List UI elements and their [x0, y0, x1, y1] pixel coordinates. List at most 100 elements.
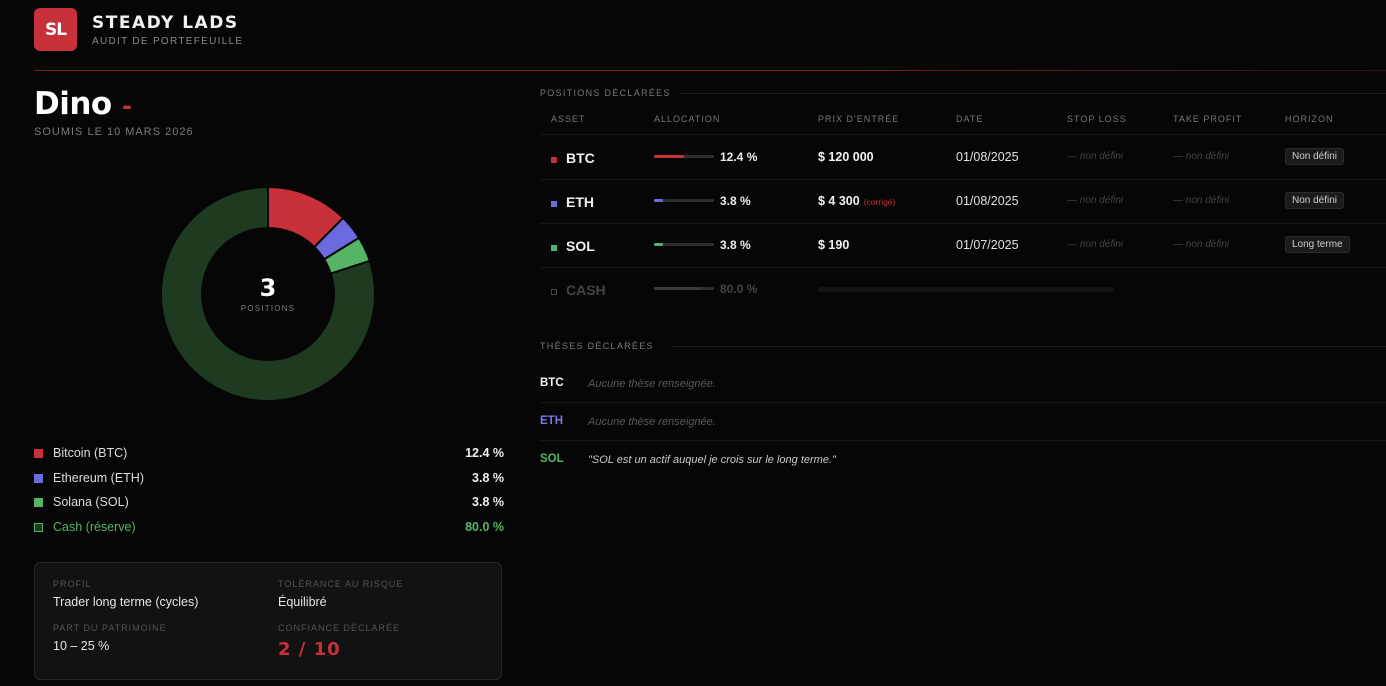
allocation-percent: 3.8 % [720, 194, 751, 208]
entry-date: 01/08/2025 [956, 150, 1019, 164]
allocation-percent: 12.4 % [720, 150, 758, 164]
brand-name: STEADY LADS [92, 13, 239, 33]
thesis-text: Aucune thèse renseignée. [588, 378, 716, 390]
investor-profile-card: PROFIL Trader long terme (cycles) TOLÉRA… [34, 562, 502, 680]
positions-count: 3 [259, 273, 277, 302]
take-profit-value: — non défini [1173, 195, 1230, 206]
allocation-bar [654, 243, 714, 246]
asset-ticker: ETH [566, 194, 594, 210]
profile-value: Trader long terme (cycles) [53, 595, 199, 609]
col-header-allocation: ALLOCATION [654, 114, 721, 124]
asset-color-swatch [551, 245, 557, 251]
legend-swatch [34, 449, 43, 458]
thesis-ticker: BTC [540, 377, 564, 389]
table-row[interactable]: BTC 12.4 % $ 120 000 01/08/2025 — non dé… [540, 148, 1386, 201]
app-header: SL STEADY LADS AUDIT DE PORTEFEUILLE [34, 8, 634, 52]
cash-placeholder-bar [818, 287, 1114, 292]
confidence-value: 2 / 10 [278, 639, 341, 660]
legend-swatch [34, 473, 43, 483]
allocation-legend: Bitcoin (BTC) 12.4 % Ethereum (ETH) 3.8 … [34, 444, 504, 542]
thesis-row-btc: BTC Aucune thèse renseignée. [540, 377, 1386, 421]
horizon-tag: Long terme [1285, 236, 1350, 253]
col-header-horizon: HORIZON [1285, 114, 1334, 124]
legend-item-cash: Cash (réserve) 80.0 % [34, 518, 504, 543]
horizon-tag: Non défini [1285, 192, 1345, 209]
allocation-bar-fill [654, 287, 702, 290]
allocation-bar [654, 155, 714, 158]
allocation-bar-fill [654, 243, 664, 246]
legend-item-eth: Ethereum (ETH) 3.8 % [34, 469, 504, 494]
section-divider [672, 346, 1386, 347]
stop-loss-value: — non défini [1067, 195, 1124, 206]
submission-date: SOUMIS LE 10 MARS 2026 [34, 126, 194, 138]
allocation-donut-chart [160, 186, 376, 402]
table-row-cash: CASH 80.0 % [540, 282, 1386, 333]
legend-value: 3.8 % [472, 470, 504, 485]
thesis-ticker: SOL [540, 453, 564, 465]
asset-ticker: CASH [566, 282, 606, 298]
allocation-percent: 80.0 % [720, 282, 758, 296]
row-divider [540, 179, 1386, 180]
thesis-text: "SOL est un actif auquel je crois sur le… [588, 454, 836, 466]
confidence-label: CONFIANCE DÉCLARÉE [278, 623, 401, 633]
legend-value: 12.4 % [465, 446, 504, 460]
legend-label: Solana (SOL) [53, 495, 129, 509]
legend-label: Bitcoin (BTC) [53, 446, 128, 460]
allocation-percent: 3.8 % [720, 238, 751, 252]
positions-label: POSITIONS [240, 303, 296, 313]
entry-price: $ 120 000 [818, 150, 874, 164]
take-profit-value: — non défini [1173, 151, 1230, 162]
legend-swatch [34, 522, 43, 532]
section-divider [680, 93, 1386, 94]
header-divider [34, 70, 1386, 71]
asset-ticker: BTC [566, 150, 595, 166]
client-name: Dino [34, 86, 112, 122]
risk-tolerance-label: TOLÉRANCE AU RISQUE [278, 579, 404, 589]
entry-price: $ 190 [818, 238, 849, 252]
allocation-bar-fill [654, 155, 684, 158]
row-divider [540, 223, 1386, 224]
allocation-bar-fill [654, 199, 664, 202]
asset-color-swatch [551, 289, 557, 295]
thesis-ticker: ETH [540, 415, 563, 427]
col-header-entry-price: PRIX D'ENTRÉE [818, 114, 900, 124]
entry-price-value: $ 190 [818, 238, 850, 252]
wealth-share-value: 10 – 25 % [53, 639, 110, 653]
table-row[interactable]: ETH 3.8 % $ 4 300 (corrigé) 01/08/2025 — … [540, 192, 1386, 245]
entry-price-value: $ 4 300 [818, 194, 860, 208]
logo-icon: SL [34, 8, 77, 51]
horizon-tag: Non défini [1285, 148, 1345, 165]
legend-label: Ethereum (ETH) [53, 470, 144, 485]
take-profit-value: — non défini [1173, 239, 1230, 250]
stop-loss-value: — non défini [1067, 151, 1124, 162]
col-header-stop-loss: STOP LOSS [1067, 114, 1127, 124]
donut-slice-cash [160, 186, 376, 402]
client-suffix: - [122, 92, 132, 120]
wealth-share-label: PART DU PATRIMOINE [53, 623, 167, 633]
allocation-bar [654, 287, 714, 290]
stop-loss-value: — non défini [1067, 239, 1124, 250]
legend-value: 80.0 % [465, 519, 504, 534]
table-row[interactable]: SOL 3.8 % $ 190 01/07/2025 — non défini … [540, 236, 1386, 289]
allocation-bar [654, 199, 714, 202]
row-divider [540, 267, 1386, 268]
legend-swatch [34, 498, 43, 507]
positions-section-title: POSITIONS DÉCLARÉES [540, 88, 671, 98]
thesis-row-eth: ETH Aucune thèse renseignée. [540, 415, 1386, 459]
profile-label: PROFIL [53, 579, 92, 589]
row-divider [540, 402, 1386, 403]
asset-ticker: SOL [566, 238, 595, 254]
header-divider [540, 134, 1386, 135]
col-header-asset: ASSET [551, 114, 586, 124]
donut-center: 3 POSITIONS [160, 186, 376, 402]
entry-price: $ 4 300 (corrigé) [818, 194, 895, 208]
entry-date: 01/08/2025 [956, 194, 1019, 208]
brand-subtitle: AUDIT DE PORTEFEUILLE [92, 36, 244, 47]
theses-section-title: THÈSES DÉCLARÉES [540, 341, 654, 351]
col-header-take-profit: TAKE PROFIT [1173, 114, 1243, 124]
legend-item-btc: Bitcoin (BTC) 12.4 % [34, 444, 504, 469]
legend-label: Cash (réserve) [53, 519, 136, 534]
legend-item-sol: Solana (SOL) 3.8 % [34, 493, 504, 518]
asset-color-swatch [551, 201, 557, 207]
corrected-note: (corrigé) [863, 197, 896, 207]
